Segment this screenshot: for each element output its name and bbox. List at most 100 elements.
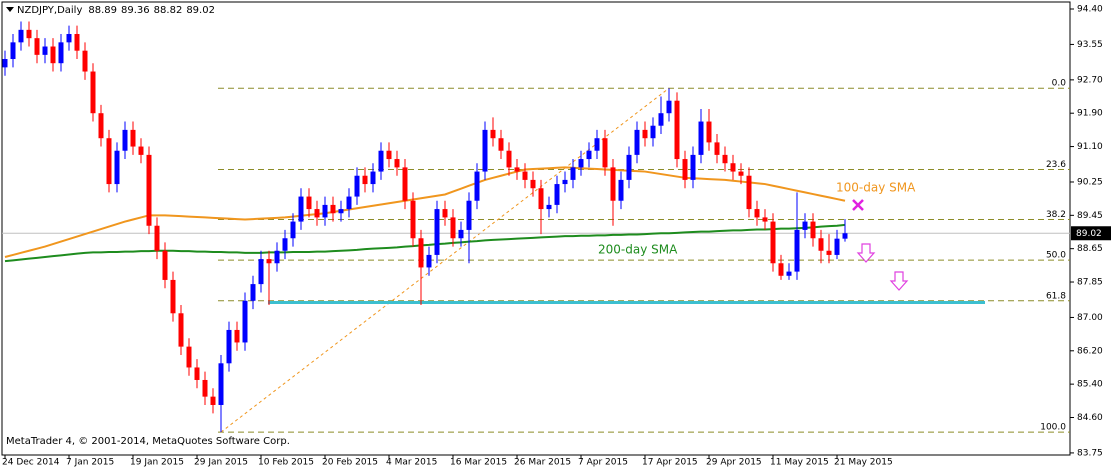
candle-body xyxy=(426,254,432,268)
markers xyxy=(852,199,909,291)
candle-body xyxy=(26,29,32,39)
fib-trendline xyxy=(220,87,670,433)
sma-label: 200-day SMA xyxy=(598,243,678,257)
candle-body xyxy=(250,284,256,301)
candle-body xyxy=(34,38,40,55)
candle-body xyxy=(394,159,400,168)
candle-body xyxy=(802,221,808,230)
candle-body xyxy=(474,171,480,201)
x-tick-label: 11 May 2015 xyxy=(770,458,829,468)
candle-body xyxy=(266,259,272,264)
y-tick-label: 93.55 xyxy=(1077,40,1103,50)
candle-body xyxy=(818,238,824,251)
price-box xyxy=(1071,226,1111,241)
candle-body xyxy=(538,188,544,210)
candle-body xyxy=(402,167,408,201)
candle-body xyxy=(18,29,24,43)
header: NZDJPY,Daily 88.89 89.36 88.82 89.02 xyxy=(17,5,215,16)
y-tick-label: 85.40 xyxy=(1077,380,1103,390)
candle-body xyxy=(746,175,752,210)
candle-body xyxy=(282,238,288,251)
candle-body xyxy=(554,184,560,205)
x-tick-label: 21 May 2015 xyxy=(834,458,893,468)
candle-body xyxy=(786,271,792,276)
candle-body xyxy=(706,121,712,143)
x-marker xyxy=(852,199,864,211)
y-tick-label: 94.40 xyxy=(1077,5,1103,15)
candle-body xyxy=(442,209,448,218)
candle-body xyxy=(298,196,304,222)
candle-body xyxy=(130,129,136,147)
candle-body xyxy=(90,71,96,114)
fib-label: 0.0 xyxy=(1052,79,1067,89)
candle-body xyxy=(778,263,784,276)
candle-body xyxy=(754,209,760,218)
candle-body xyxy=(66,34,72,43)
fib-label: 38.2 xyxy=(1046,210,1066,220)
candle-body xyxy=(522,171,528,180)
candle-body xyxy=(258,259,264,285)
candle-body xyxy=(194,367,200,380)
low: 88.82 xyxy=(154,5,183,16)
x-tick-label: 17 Apr 2015 xyxy=(642,458,698,468)
candle-body xyxy=(770,221,776,264)
candle-body xyxy=(730,163,736,172)
candle-body xyxy=(482,129,488,172)
candle-body xyxy=(594,138,600,151)
menu-icon xyxy=(6,7,14,12)
candle-body xyxy=(634,129,640,155)
y-tick-label: 87.00 xyxy=(1077,313,1103,323)
candle-body xyxy=(114,150,120,185)
y-tick-label: 89.45 xyxy=(1077,211,1103,221)
candle-body xyxy=(626,154,632,180)
candle-body xyxy=(202,379,208,397)
candle-body xyxy=(642,129,648,139)
candle-body xyxy=(458,229,464,239)
candle-body xyxy=(186,346,192,368)
candle-body xyxy=(674,100,680,160)
y-tick-label: 90.25 xyxy=(1077,177,1103,187)
x-tick-label: 29 Jan 2015 xyxy=(194,458,248,468)
x-tick-label: 10 Feb 2015 xyxy=(258,458,314,468)
candle-body xyxy=(10,42,16,60)
candle-body xyxy=(834,238,840,255)
candle-body xyxy=(386,150,392,160)
candle-body xyxy=(490,129,496,139)
candle-body xyxy=(546,204,552,210)
candle-body xyxy=(610,167,616,201)
candle-body xyxy=(98,113,104,139)
candle-body xyxy=(586,150,592,160)
candle-body xyxy=(338,209,344,214)
y-tick-label: 84.60 xyxy=(1077,413,1103,423)
candle-body xyxy=(346,196,352,210)
candle-body xyxy=(666,100,672,114)
candle-body xyxy=(738,171,744,176)
candle-body xyxy=(58,42,64,64)
candle-body xyxy=(794,229,800,272)
candle-body xyxy=(146,154,152,226)
candle-body xyxy=(122,129,128,151)
candle-body xyxy=(578,159,584,168)
down-arrow xyxy=(856,243,876,263)
candle-body xyxy=(682,159,688,180)
candle-body xyxy=(378,150,384,172)
candle-body xyxy=(530,179,536,189)
candle-body xyxy=(226,329,232,364)
sma-line xyxy=(4,166,846,258)
down-arrow xyxy=(889,271,909,291)
high: 89.36 xyxy=(121,5,150,16)
fib-label: 50.0 xyxy=(1046,251,1066,261)
y-tick-label: 88.65 xyxy=(1077,244,1103,254)
y-tick-label: 86.20 xyxy=(1077,346,1103,356)
candle-body xyxy=(218,363,224,405)
candle-body xyxy=(762,217,768,222)
candle-body xyxy=(562,179,568,185)
candle-body xyxy=(618,179,624,201)
candles xyxy=(2,21,848,433)
footer: MetaTrader 4, © 2001-2014, MetaQuotes So… xyxy=(6,436,290,447)
fib-label: 100.0 xyxy=(1040,423,1066,433)
candle-body xyxy=(178,313,184,347)
candle-body xyxy=(498,138,504,151)
y-tick-label: 87.85 xyxy=(1077,278,1103,288)
